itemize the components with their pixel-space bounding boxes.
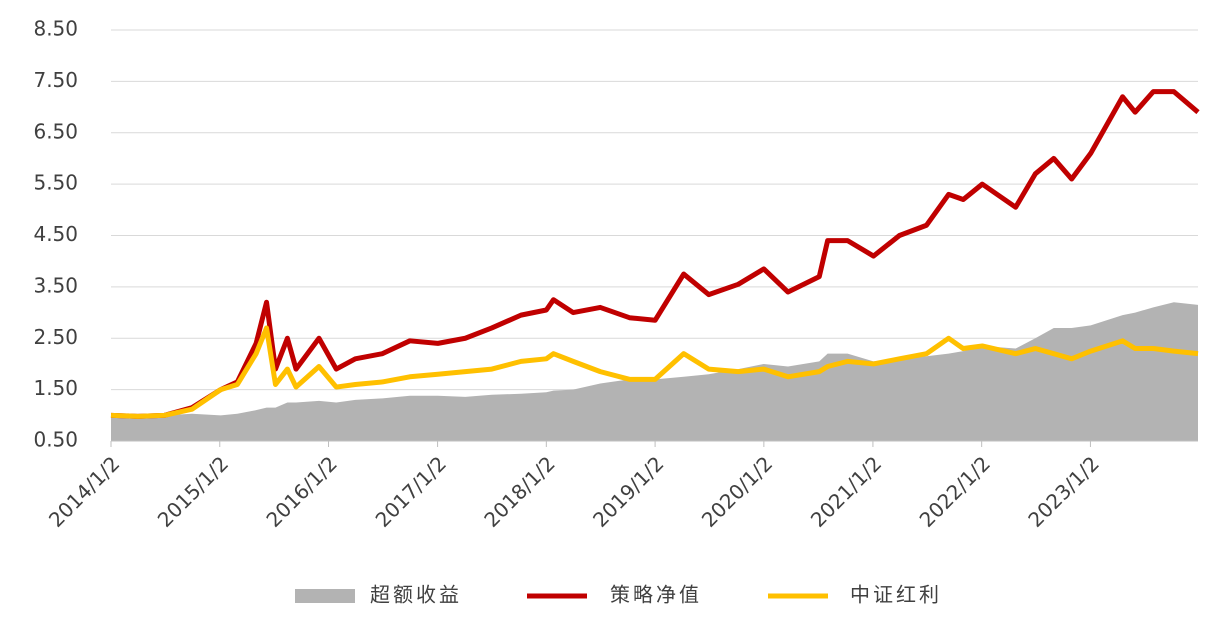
line [110, 89, 1200, 419]
x-tick-label: 2022/1/2 [915, 451, 995, 531]
y-tick-label: 7.50 [33, 68, 78, 92]
y-tick-label: 8.50 [33, 17, 78, 41]
x-tick-label: 2014/1/2 [44, 451, 124, 531]
y-tick-label: 1.50 [33, 376, 78, 400]
area [111, 302, 1198, 441]
line [110, 325, 1199, 419]
y-tick-label: 5.50 [33, 171, 78, 195]
x-tick-label: 2019/1/2 [588, 451, 668, 531]
x-tick-label: 2017/1/2 [371, 451, 451, 531]
y-tick-label: 2.50 [33, 325, 78, 349]
x-tick-label: 2015/1/2 [153, 451, 233, 531]
y-tick-label: 4.50 [33, 222, 78, 246]
x-tick-label: 2021/1/2 [806, 451, 886, 531]
x-tick-label: 2018/1/2 [479, 451, 559, 531]
y-tick-label: 0.50 [33, 428, 78, 452]
legend-label: 中证红利 [850, 583, 942, 607]
x-tick-label: 2016/1/2 [261, 451, 341, 531]
y-tick-label: 3.50 [33, 273, 78, 297]
legend-swatch [295, 589, 355, 603]
x-tick-label: 2020/1/2 [697, 451, 777, 531]
y-tick-label: 6.50 [33, 119, 78, 143]
x-tick-label: 2023/1/2 [1023, 451, 1103, 531]
legend-label: 超额收益 [370, 583, 462, 607]
legend-label: 策略净值 [610, 583, 702, 607]
